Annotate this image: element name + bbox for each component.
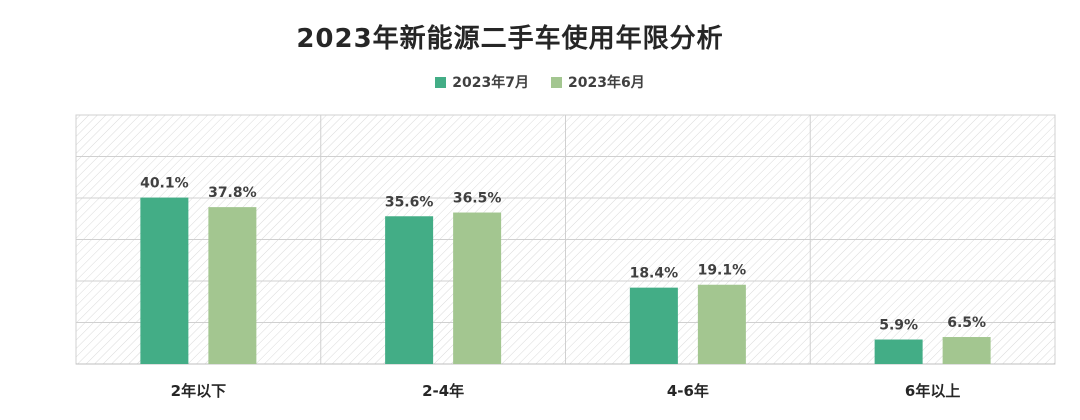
data-label-series-1-4: 5.9% <box>879 318 918 334</box>
legend: 2023年7月 2023年6月 <box>0 72 1080 92</box>
chart-title: 2023年新能源二手车使用年限分析 <box>296 24 724 54</box>
bar-series-1-3 <box>629 287 678 364</box>
data-label-series-2-3: 19.1% <box>698 263 747 279</box>
legend-swatch-series-2 <box>551 76 562 88</box>
data-label-series-1-2: 35.6% <box>385 194 434 210</box>
bar-series-1-1 <box>140 197 189 364</box>
bar-series-2-4 <box>942 337 991 364</box>
legend-swatch-series-1 <box>435 76 447 88</box>
bar-series-1-4 <box>874 339 923 364</box>
x-tick-label: 6年以上 <box>905 382 960 400</box>
bar-series-2-2 <box>453 212 502 364</box>
x-tick-label: 2年以下 <box>171 382 226 400</box>
legend-item-series-1: 2023年7月 <box>435 72 529 92</box>
data-label-series-2-1: 37.8% <box>208 185 257 201</box>
bar-series-1-2 <box>385 216 434 364</box>
legend-label-series-1: 2023年7月 <box>452 75 529 91</box>
bar-series-2-1 <box>208 207 257 364</box>
legend-label-series-2: 2023年6月 <box>568 75 645 91</box>
data-label-series-2-2: 36.5% <box>453 191 502 207</box>
bar-series-2-3 <box>697 284 746 364</box>
legend-item-series-2: 2023年6月 <box>551 72 645 92</box>
data-label-series-1-3: 18.4% <box>630 266 679 282</box>
x-tick-label: 2-4年 <box>422 382 464 400</box>
data-label-series-2-4: 6.5% <box>947 315 986 331</box>
data-label-series-1-1: 40.1% <box>140 176 189 192</box>
x-tick-label: 4-6年 <box>667 382 709 400</box>
